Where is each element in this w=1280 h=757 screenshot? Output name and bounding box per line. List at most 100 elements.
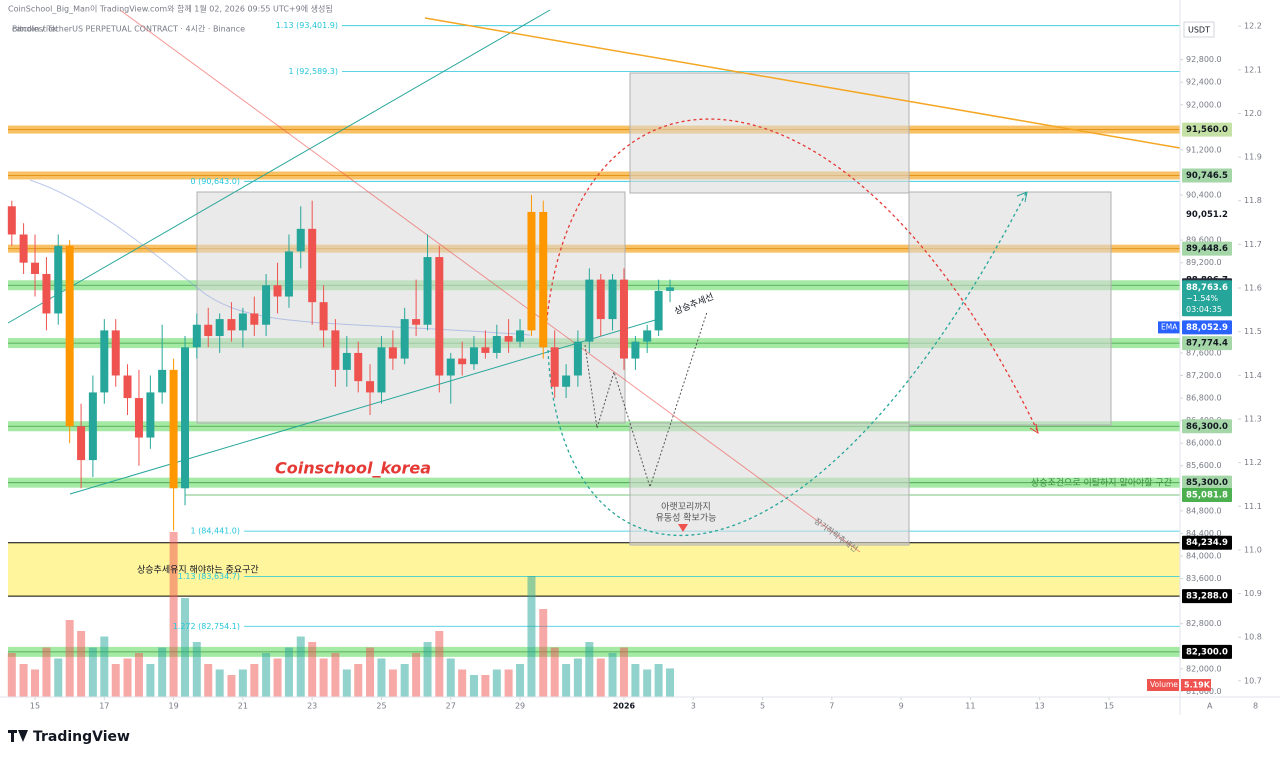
y-tick-label: 91,200.0 xyxy=(1186,145,1222,154)
volume-bar xyxy=(7,653,16,697)
volume-bar xyxy=(54,658,63,697)
candle-body xyxy=(204,324,213,337)
volume-bar xyxy=(539,609,548,697)
candle-body xyxy=(77,426,86,461)
arrow-head xyxy=(1016,191,1028,203)
volume-name: Volume xyxy=(1150,680,1178,689)
candle-body xyxy=(227,319,236,331)
volume-bar xyxy=(666,668,675,697)
y2-tick-label: 11.4 xyxy=(1244,371,1262,380)
volume-bar xyxy=(88,647,97,697)
arrow-head xyxy=(1029,423,1039,435)
target-box xyxy=(629,422,910,546)
volume-bar xyxy=(643,669,652,697)
y-tick-label: 86,800.0 xyxy=(1186,394,1222,403)
candle-body xyxy=(573,341,582,376)
downtrend-line xyxy=(119,9,861,553)
volume-bar xyxy=(215,669,224,697)
volume-bar xyxy=(100,636,109,697)
volume-bar xyxy=(284,647,293,697)
volume-bar xyxy=(319,658,328,697)
y-tick-label: 89,600.0 xyxy=(1186,236,1222,245)
y2-tick-label: 11.1 xyxy=(1244,502,1262,511)
candle-body xyxy=(42,273,51,314)
price-tag xyxy=(1182,535,1232,550)
volume-bar xyxy=(42,647,51,697)
x-tick-label: 9 xyxy=(899,702,904,711)
volume-bar xyxy=(111,664,120,697)
volume-bar xyxy=(516,664,525,697)
volume-bar xyxy=(423,642,432,697)
price-tag-label: 83,288.0 xyxy=(1186,592,1228,602)
y-tick-label: 87,600.0 xyxy=(1186,348,1222,357)
volume-bar xyxy=(19,664,28,697)
volume-bar xyxy=(77,631,86,697)
volume-value: 5.19K xyxy=(1184,681,1211,690)
price-tag-label: 85,081.8 xyxy=(1186,490,1228,500)
volume-bar xyxy=(331,653,340,697)
y-tick-label: 85,600.0 xyxy=(1186,461,1222,470)
y2-tick-label: 10.7 xyxy=(1244,676,1262,685)
candle-body xyxy=(643,330,652,342)
price-tag-label: 88,763.6 xyxy=(1186,283,1228,293)
y-tick-label: 82,800.0 xyxy=(1186,619,1222,628)
price-tag-label: 90,051.2 xyxy=(1186,210,1228,220)
y-tick-label: 86,000.0 xyxy=(1186,439,1222,448)
volume-bar xyxy=(458,669,467,697)
candle-body xyxy=(308,228,317,303)
volume-bar xyxy=(354,664,363,697)
volume-bar xyxy=(65,620,74,697)
x-tick-label: 23 xyxy=(307,702,317,711)
y-tick-label: 82,000.0 xyxy=(1186,664,1222,673)
price-change: −1.54% xyxy=(1186,294,1219,303)
over-layer: 92,800.0 92,400.0 92,000.0 91,200.0 90,400.0… xyxy=(7,21,1262,711)
x-tick-label: 19 xyxy=(169,702,179,711)
price-tag-label: 87,774.4 xyxy=(1186,339,1228,349)
x-tick-label: 29 xyxy=(515,702,525,711)
fib-label: 1.13 (93,401.9) xyxy=(276,21,338,30)
candle-body xyxy=(631,341,640,359)
volume-bar xyxy=(469,675,478,697)
candle-body xyxy=(331,330,340,370)
volume-bar xyxy=(550,647,559,697)
candle-body xyxy=(296,228,305,252)
y2-tick-label: 10.8 xyxy=(1244,633,1262,642)
countdown: 03:04:35 xyxy=(1186,305,1222,314)
y-tick-label: 92,400.0 xyxy=(1186,78,1222,87)
price-tag xyxy=(1182,487,1232,502)
volume-bar xyxy=(388,669,397,697)
x-tick-label: 2026 xyxy=(613,702,636,711)
price-tag xyxy=(1182,280,1232,317)
candle-body xyxy=(273,285,282,297)
volume-bar xyxy=(227,675,236,697)
volume-bar xyxy=(366,647,375,697)
target-box xyxy=(908,191,1112,426)
brand: TradingView xyxy=(33,729,130,745)
price-tag xyxy=(1182,241,1232,256)
price-tag-label: 85,300.0 xyxy=(1186,478,1228,488)
trend-line xyxy=(7,9,551,324)
annotation: 아랫꼬리까지 xyxy=(661,502,711,513)
x-tick-label: 5 xyxy=(760,702,765,711)
volume-bar xyxy=(308,642,317,697)
y2-tick-label: 11.0 xyxy=(1244,545,1262,554)
price-tag-label: 82,300.0 xyxy=(1186,647,1228,657)
candle-body xyxy=(250,313,259,325)
candle-body xyxy=(169,369,178,489)
candle-body xyxy=(65,245,74,427)
volume-tag xyxy=(1147,679,1179,691)
candle-body xyxy=(100,330,109,393)
volume-bar xyxy=(238,669,247,697)
volume-bar xyxy=(596,658,605,697)
volume-bar xyxy=(585,642,594,697)
volume-bar xyxy=(134,653,143,697)
volume-tag xyxy=(1181,679,1211,691)
candle-body xyxy=(435,257,444,376)
candle-body xyxy=(284,251,293,297)
trend-line xyxy=(424,17,1181,149)
candle-body xyxy=(527,211,536,331)
candle-body xyxy=(366,381,375,393)
x-tick-label: 25 xyxy=(376,702,386,711)
currency-box xyxy=(1183,21,1215,38)
